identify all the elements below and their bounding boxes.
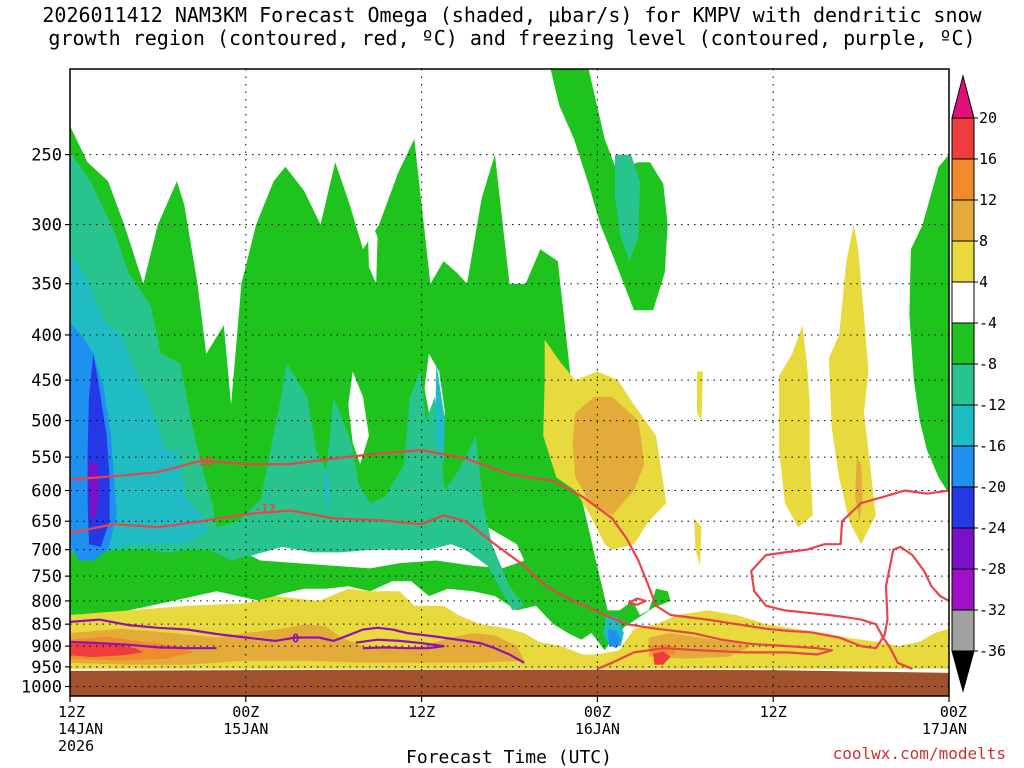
colorbar-band-5 [951,322,975,365]
omega-region-14 [434,362,445,465]
dgz-contour-1 [70,509,833,670]
colorbar-label-5: -4 [979,314,997,332]
freezing-contour-2 [355,638,445,650]
colorbar-label-8: -16 [979,437,1006,455]
omega-region-30 [653,651,671,665]
terrain-fill [70,669,949,696]
omega-region-12 [88,460,100,522]
temperature-contours: -18 -12 0 [70,449,949,670]
y-tick-label-350: 350 [31,275,62,295]
y-tick-label-650: 650 [31,512,62,532]
x-tick-label-0-1: 14JAN [58,720,103,738]
dgz-contour-2 [750,489,949,670]
colorbar-band-9 [951,486,975,529]
dgz-contour-3 [627,597,647,606]
colorbar-label-3: 8 [979,232,988,250]
chart-title: 2026011412 NAM3KM Forecast Omega (shaded… [0,4,1024,50]
y-tick-label-700: 700 [31,541,62,561]
y-tick-label-900: 900 [31,637,62,657]
x-tick-label-0-2: 2026 [58,737,94,755]
x-tick-label-60-0: 00Z [940,703,967,721]
colorbar-band-12 [951,609,975,652]
omega-region-16 [607,628,621,649]
y-tick-label-600: 600 [31,482,62,502]
y-tick-label-500: 500 [31,412,62,432]
omega-shading [70,69,949,673]
x-tick-label-12-0: 00Z [232,703,259,721]
omega-region-13 [323,464,331,516]
y-tick-label-750: 750 [31,567,62,587]
colorbar-label-1: 16 [979,150,997,168]
colorbar-label-9: -20 [979,478,1006,496]
x-axis-title: Forecast Time (UTC) [406,747,612,768]
colorbar-legend: 20 16 12 8 4 -4 -8 -12 -16 -20 -24 -28 -32 -36 [951,74,1006,693]
y-tick-label-550: 550 [31,448,62,468]
omega-region-23 [694,518,702,566]
colorbar-label-11: -28 [979,560,1006,578]
dgz-contour-label-0: -18 [191,455,213,469]
dgz-contour-label-1: -12 [254,502,276,516]
plot-frame [69,68,950,697]
title-line-1: 2026011412 NAM3KM Forecast Omega (shaded… [42,3,982,27]
colorbar-band-3 [951,240,975,283]
title-line-2: growth region (contoured, red, ºC) and f… [48,26,976,50]
omega-region-18 [572,396,645,516]
colorbar-bottom-arrow [951,650,975,693]
omega-region-2 [348,371,369,465]
credit-text: coolwx.com/modelts [832,744,1006,763]
colorbar-label-4: 4 [979,273,988,291]
x-tick-label-60-1: 17JAN [922,720,967,738]
colorbar-label-10: -24 [979,519,1006,537]
colorbar-band-0 [951,117,975,160]
colorbar-band-1 [951,158,975,201]
freezing-contour-1 [70,640,217,650]
y-tick-label-300: 300 [31,216,62,236]
x-tick-label-0-0: 12Z [58,703,85,721]
omega-region-19 [779,325,813,528]
x-tick-label-36-1: 16JAN [575,720,620,738]
freezing-contour-label-0: 0 [292,631,299,645]
colorbar-label-12: -32 [979,601,1006,619]
colorbar-band-6 [951,363,975,406]
freezing-contour-0 [70,618,525,664]
colorbar-band-10 [951,527,975,570]
x-tick-label-12-1: 15JAN [223,720,268,738]
colorbar-band-11 [951,568,975,611]
y-tick-label-450: 450 [31,371,62,391]
y-tick-label-400: 400 [31,326,62,346]
colorbar-band-7 [951,404,975,447]
omega-region-6 [615,154,640,262]
y-tick-label-250: 250 [31,146,62,166]
colorbar-band-8 [951,445,975,488]
colorbar-label-7: -12 [979,396,1006,414]
y-tick-label-950: 950 [31,658,62,678]
omega-region-4 [367,211,378,284]
colorbar-top-arrow [951,74,975,119]
y-tick-label-800: 800 [31,592,62,612]
x-tick-label-48-0: 12Z [760,703,787,721]
omega-region-7 [909,154,949,494]
dgz-contour-0 [70,449,949,650]
colorbar-band-2 [951,199,975,242]
y-axis: 2503003504004505005506006507007508008509… [21,146,70,698]
colorbar-label-6: -8 [979,355,997,373]
omega-region-28 [70,641,144,657]
colorbar-label-2: 12 [979,191,997,209]
x-tick-label-24-0: 12Z [408,703,435,721]
omega-region-20 [828,224,876,545]
omega-region-22 [697,371,703,421]
x-tick-label-36-0: 00Z [584,703,611,721]
colorbar-band-4 [951,281,975,324]
y-tick-label-1000: 1000 [21,678,62,698]
terrain-block [70,669,949,696]
omega-region-21 [855,457,863,522]
colorbar-label-13: -36 [979,642,1006,660]
colorbar-label-0: 20 [979,109,997,127]
y-tick-label-850: 850 [31,615,62,635]
omega-region-5 [550,69,668,311]
